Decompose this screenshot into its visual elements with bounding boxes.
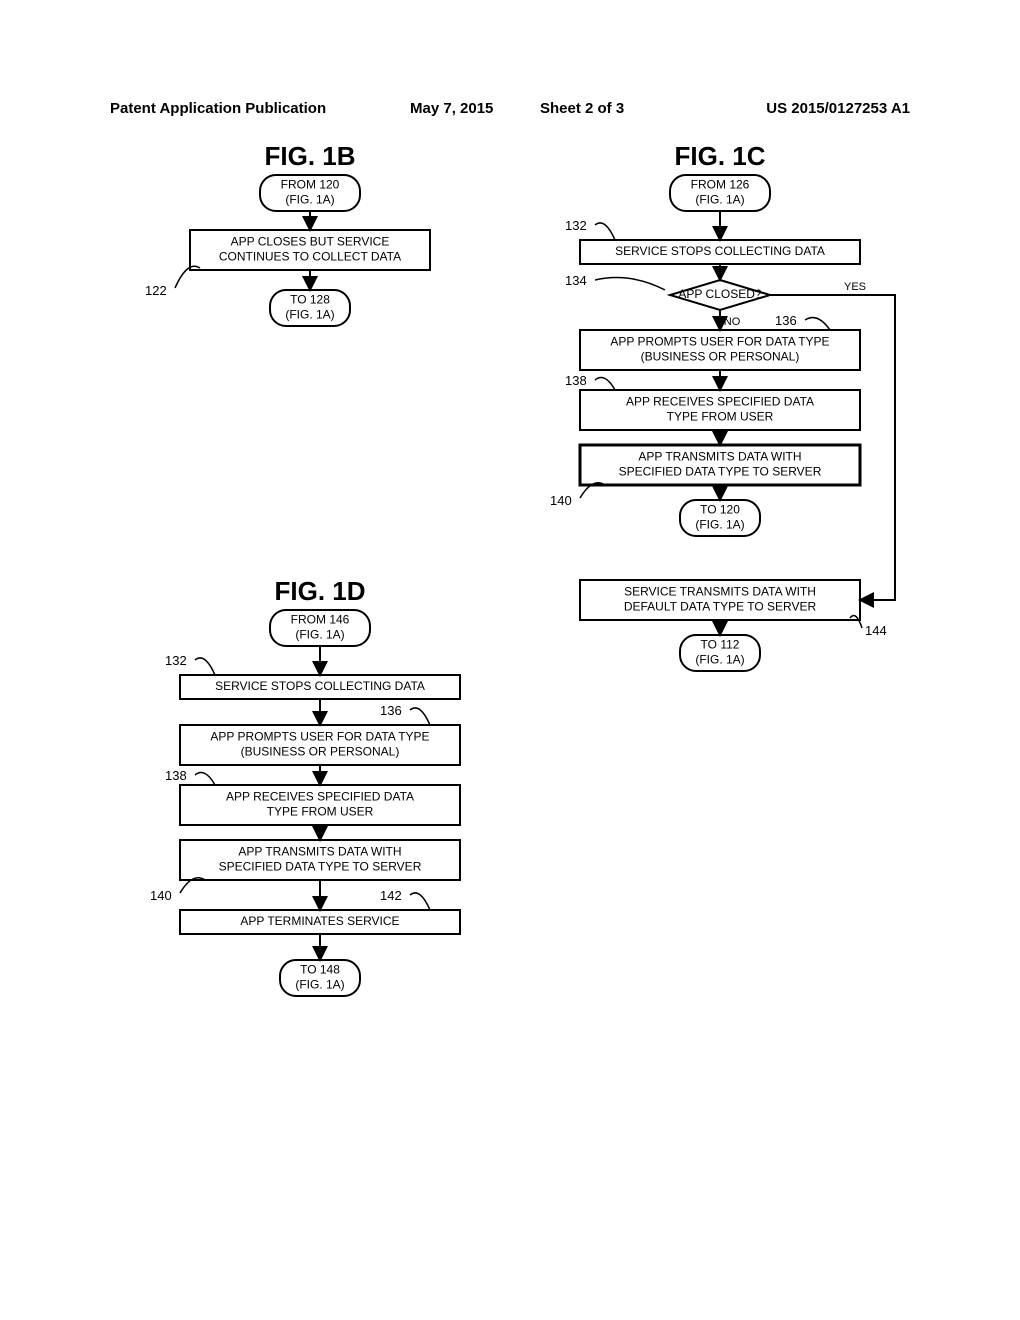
callout-leader	[595, 278, 665, 290]
svg-text:(FIG. 1A): (FIG. 1A)	[695, 193, 744, 207]
svg-text:FROM 120: FROM 120	[281, 178, 340, 192]
ref-number: 122	[145, 283, 167, 298]
svg-text:SPECIFIED DATA TYPE TO SERVER: SPECIFIED DATA TYPE TO SERVER	[219, 860, 422, 874]
svg-text:APP CLOSED?: APP CLOSED?	[678, 287, 761, 301]
callout-leader	[595, 223, 615, 240]
svg-text:APP RECEIVES SPECIFIED DATA: APP RECEIVES SPECIFIED DATA	[626, 395, 814, 409]
svg-text:YES: YES	[844, 281, 866, 293]
svg-text:SERVICE TRANSMITS DATA WITH: SERVICE TRANSMITS DATA WITH	[624, 585, 816, 599]
svg-text:APP RECEIVES SPECIFIED DATA: APP RECEIVES SPECIFIED DATA	[226, 790, 414, 804]
ref-number: 142	[380, 888, 402, 903]
ref-number: 140	[550, 493, 572, 508]
header-date: May 7, 2015	[410, 100, 493, 117]
svg-text:APP CLOSES BUT SERVICE: APP CLOSES BUT SERVICE	[231, 235, 390, 249]
callout-leader	[410, 708, 430, 725]
svg-text:APP TRANSMITS DATA WITH: APP TRANSMITS DATA WITH	[638, 450, 801, 464]
ref-number: 136	[775, 313, 797, 328]
svg-text:FROM 126: FROM 126	[691, 178, 750, 192]
svg-text:(FIG. 1A): (FIG. 1A)	[295, 978, 344, 992]
ref-number: 132	[165, 653, 187, 668]
callout-leader	[195, 773, 215, 785]
svg-text:APP TERMINATES SERVICE: APP TERMINATES SERVICE	[240, 914, 399, 928]
callout-leader	[595, 378, 615, 390]
header-publication: Patent Application Publication	[110, 100, 326, 117]
svg-text:APP PROMPTS USER FOR DATA TYPE: APP PROMPTS USER FOR DATA TYPE	[210, 730, 429, 744]
ref-number: 132	[565, 218, 587, 233]
svg-text:DEFAULT DATA TYPE TO SERVER: DEFAULT DATA TYPE TO SERVER	[624, 600, 817, 614]
svg-text:TO 112: TO 112	[701, 638, 740, 652]
svg-text:SERVICE STOPS COLLECTING DATA: SERVICE STOPS COLLECTING DATA	[215, 679, 425, 693]
figure-title: FIG. 1B	[264, 141, 355, 171]
svg-text:APP PROMPTS USER FOR DATA TYPE: APP PROMPTS USER FOR DATA TYPE	[610, 335, 829, 349]
svg-text:APP TRANSMITS DATA WITH: APP TRANSMITS DATA WITH	[238, 845, 401, 859]
svg-text:SERVICE STOPS COLLECTING DATA: SERVICE STOPS COLLECTING DATA	[615, 244, 825, 258]
svg-text:TO 148: TO 148	[300, 963, 340, 977]
svg-text:TO 128: TO 128	[290, 293, 330, 307]
figure-title: FIG. 1D	[274, 576, 365, 606]
svg-text:CONTINUES TO COLLECT DATA: CONTINUES TO COLLECT DATA	[219, 250, 401, 264]
callout-leader	[410, 893, 430, 910]
svg-text:(FIG. 1A): (FIG. 1A)	[285, 193, 334, 207]
flowchart-diagram: FIG. 1BFROM 120(FIG. 1A)APP CLOSES BUT S…	[110, 140, 910, 1180]
svg-text:TYPE FROM USER: TYPE FROM USER	[267, 805, 374, 819]
ref-number: 138	[565, 373, 587, 388]
ref-number: 134	[565, 273, 587, 288]
svg-text:(BUSINESS OR PERSONAL): (BUSINESS OR PERSONAL)	[641, 350, 800, 364]
header-number: US 2015/0127253 A1	[766, 100, 910, 117]
svg-text:TYPE FROM USER: TYPE FROM USER	[667, 410, 774, 424]
svg-text:(BUSINESS OR PERSONAL): (BUSINESS OR PERSONAL)	[241, 745, 400, 759]
ref-number: 138	[165, 768, 187, 783]
header-sheet: Sheet 2 of 3	[540, 100, 624, 117]
svg-text:(FIG. 1A): (FIG. 1A)	[295, 628, 344, 642]
callout-leader	[805, 318, 830, 330]
svg-text:NO: NO	[724, 316, 741, 328]
svg-text:(FIG. 1A): (FIG. 1A)	[285, 308, 334, 322]
svg-text:SPECIFIED DATA TYPE TO SERVER: SPECIFIED DATA TYPE TO SERVER	[619, 465, 822, 479]
ref-number: 140	[150, 888, 172, 903]
ref-number: 136	[380, 703, 402, 718]
ref-number: 144	[865, 623, 887, 638]
svg-text:TO 120: TO 120	[700, 503, 740, 517]
figure-title: FIG. 1C	[674, 141, 765, 171]
svg-text:(FIG. 1A): (FIG. 1A)	[695, 653, 744, 667]
svg-text:FROM 146: FROM 146	[291, 613, 350, 627]
callout-leader	[195, 658, 215, 675]
svg-text:(FIG. 1A): (FIG. 1A)	[695, 518, 744, 532]
